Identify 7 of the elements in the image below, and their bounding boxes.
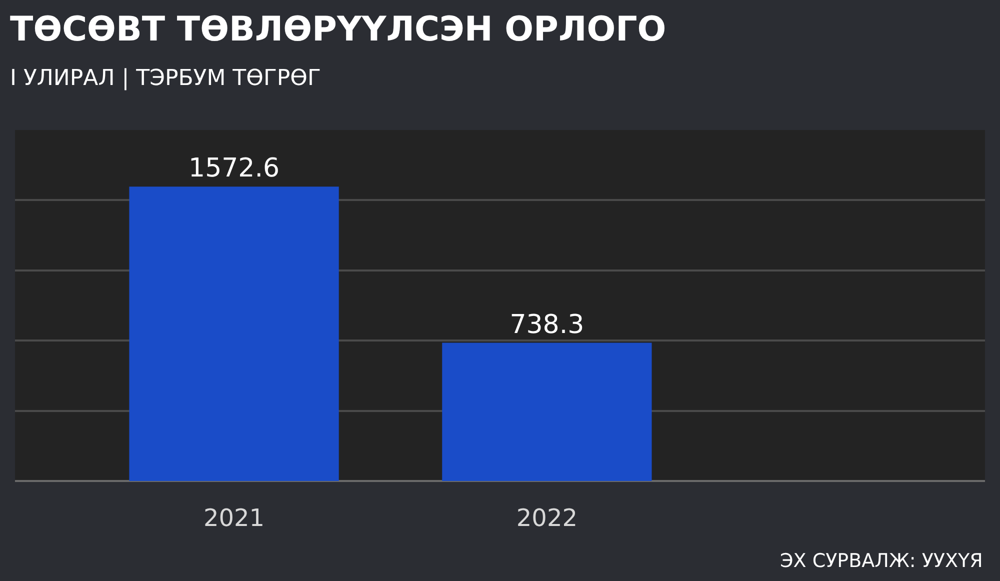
data-label: 738.3	[510, 310, 584, 340]
text: ЭХ СУРВАЛЖ: УУХҮЯ	[780, 550, 983, 572]
data-label: 1572.6	[188, 154, 280, 184]
chart-title: ТӨСӨВТ ТӨВЛӨРҮҮЛСЭН ОРЛОГО	[10, 10, 666, 50]
chart-subtitle: I УЛИРАЛ | ТЭРБУМ ТӨГРӨГ	[10, 66, 321, 91]
x-tick-label: 2021	[203, 504, 265, 532]
x-tick-label: 2022	[516, 504, 578, 532]
